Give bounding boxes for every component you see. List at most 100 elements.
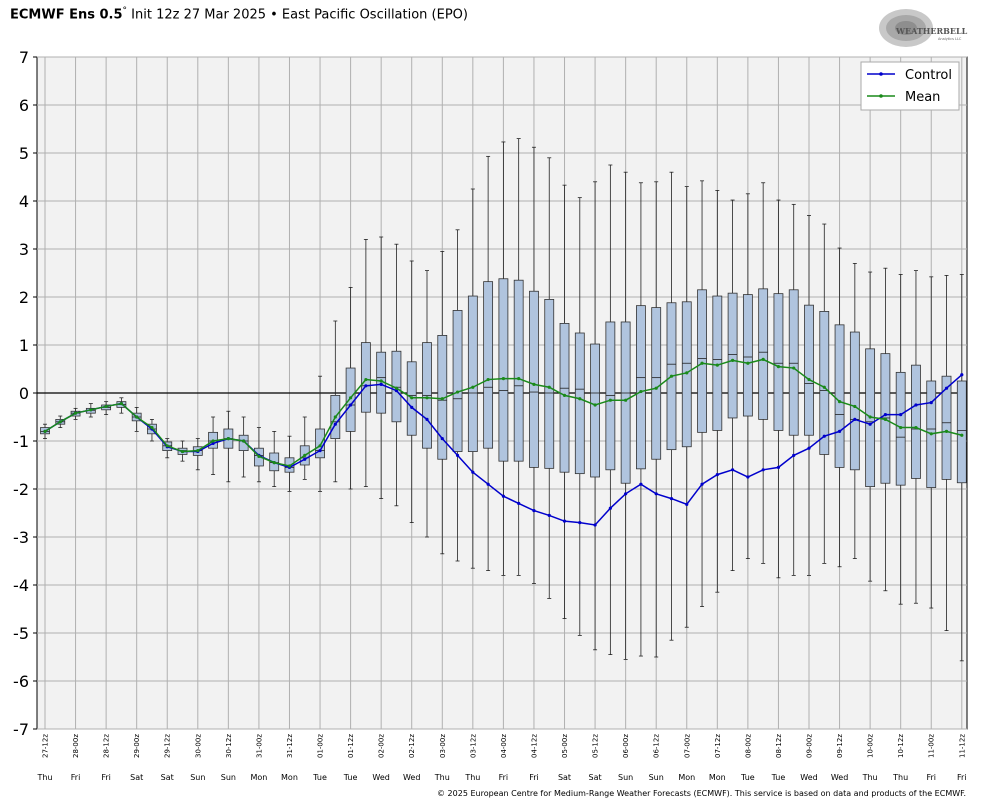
control-point — [364, 384, 368, 388]
control-point — [899, 413, 903, 417]
y-tick-label: 2 — [19, 288, 29, 307]
control-point — [440, 437, 444, 441]
y-tick-label: 0 — [19, 384, 29, 403]
box-plot — [345, 286, 356, 490]
control-point — [501, 494, 505, 498]
x-tick-time: 27-12z — [42, 734, 50, 758]
mean-point — [593, 403, 597, 407]
control-point — [486, 482, 490, 486]
box-plot — [422, 270, 432, 538]
box-iqr — [559, 322, 570, 473]
logo-swirl-inner — [895, 21, 917, 35]
box-iqr — [956, 380, 967, 484]
box-iqr — [544, 298, 555, 469]
control-point — [532, 509, 536, 513]
x-tick-day: Tue — [771, 773, 786, 782]
box-iqr — [727, 292, 738, 419]
x-tick-day: Thu — [464, 773, 480, 782]
control-point — [761, 468, 765, 472]
control-point — [914, 403, 918, 407]
x-tick-day: Mon — [678, 773, 695, 782]
mean-point — [73, 411, 78, 415]
mean-point — [165, 444, 169, 448]
mean-point — [914, 425, 918, 430]
box-plot — [498, 141, 509, 576]
mean-point — [135, 415, 139, 419]
legend-mean-marker — [879, 94, 883, 98]
mean-point — [287, 464, 292, 468]
mean-point — [685, 371, 689, 375]
control-point — [425, 417, 429, 421]
box-plot — [742, 193, 753, 559]
x-tick-time: 04-12z — [530, 734, 538, 758]
box-iqr — [620, 321, 631, 484]
grid-lines — [37, 56, 967, 730]
y-tick-label: -4 — [13, 576, 29, 595]
y-tick-label: -1 — [13, 432, 29, 451]
x-tick-time: 01-12z — [347, 734, 355, 758]
control-point — [837, 429, 842, 433]
mean-point — [624, 398, 628, 402]
box-iqr — [498, 278, 509, 462]
box-iqr — [345, 367, 356, 432]
box-iqr — [758, 288, 769, 420]
legend-control-label: Control — [905, 68, 952, 83]
box-plot — [559, 184, 570, 619]
x-tick-time: 11-00z — [928, 734, 936, 758]
x-tick-time: 02-00z — [378, 734, 386, 758]
control-point — [822, 434, 826, 438]
mean-point — [272, 461, 276, 465]
box-iqr — [773, 293, 784, 431]
x-tick-time: 28-00z — [72, 734, 80, 758]
y-tick-label: 4 — [19, 192, 29, 211]
box-plot — [483, 155, 494, 571]
mean-point — [211, 439, 215, 443]
box-iqr — [697, 289, 707, 433]
x-tick-time: 29-00z — [133, 734, 141, 758]
mean-point — [43, 429, 47, 433]
mean-point — [608, 398, 612, 402]
control-point — [455, 453, 460, 457]
mean-point — [394, 386, 399, 390]
mean-point — [440, 397, 444, 401]
x-tick-day: Tue — [740, 773, 755, 782]
box-plot — [773, 199, 784, 579]
box-plot — [529, 146, 539, 584]
box-iqr — [788, 289, 799, 436]
box-plot — [834, 247, 845, 568]
control-point — [394, 389, 399, 393]
box-plot — [849, 262, 860, 559]
x-tick-time: 03-12z — [469, 734, 477, 758]
box-iqr — [819, 310, 830, 455]
mean-point — [180, 449, 185, 454]
y-tick-label: -6 — [13, 672, 29, 691]
control-point — [731, 468, 735, 472]
box-plot — [788, 203, 799, 576]
x-tick-day: Tue — [343, 773, 358, 782]
legend-control-marker — [879, 72, 883, 76]
y-tick-label: 5 — [19, 144, 29, 163]
control-point — [929, 401, 933, 405]
mean-point — [807, 377, 811, 382]
control-point — [776, 465, 781, 469]
x-tick-time: 07-00z — [683, 734, 691, 758]
box-iqr — [742, 294, 753, 417]
mean-point — [150, 425, 154, 430]
x-tick-day: Mon — [709, 773, 726, 782]
x-tick-day: Sun — [649, 773, 664, 782]
mean-point — [761, 357, 765, 361]
x-tick-day: Thu — [862, 773, 878, 782]
box-plot — [605, 164, 616, 655]
box-plot — [620, 171, 631, 660]
box-plot — [758, 182, 769, 564]
x-tick-day: Sun — [618, 773, 633, 782]
chart-title: ECMWF Ens 0.5° Init 12z 27 Mar 2025 • Ea… — [10, 6, 468, 22]
x-tick-day: Wed — [372, 773, 389, 782]
mean-point — [349, 396, 353, 400]
mean-point — [89, 408, 93, 412]
mean-point — [425, 396, 429, 400]
x-tick-day: Sat — [558, 773, 571, 782]
control-point — [471, 470, 475, 474]
control-point — [624, 492, 628, 496]
control-point — [410, 405, 414, 409]
